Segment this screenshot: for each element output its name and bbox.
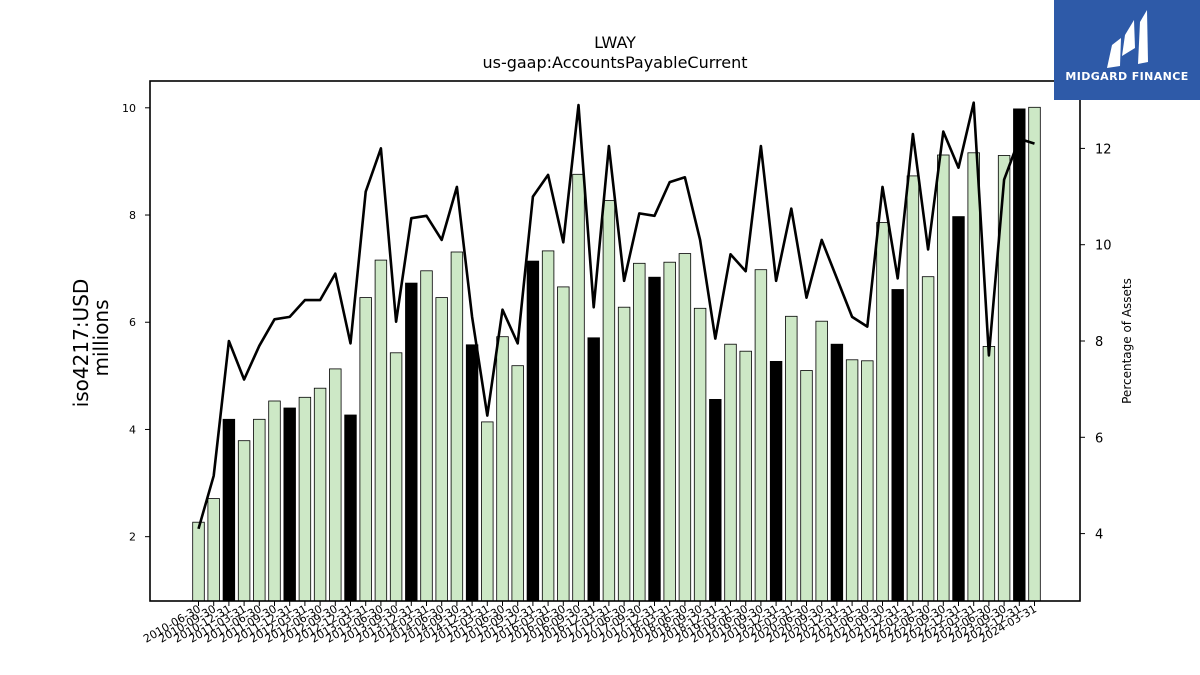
bar <box>1028 106 1041 602</box>
bar <box>952 216 965 602</box>
bar <box>633 262 646 602</box>
bar <box>405 282 418 602</box>
y-axis-left-label-line-2: millions <box>89 299 113 376</box>
bar <box>268 400 281 602</box>
bar <box>937 154 950 602</box>
y-left-tick-label: 6 <box>129 316 136 329</box>
bar <box>724 343 737 602</box>
bar <box>526 260 540 602</box>
bar <box>481 421 494 602</box>
y-right-tick-label: 12 <box>1095 142 1112 157</box>
chart-subtitle: us-gaap:AccountsPayableCurrent <box>482 53 747 72</box>
bar <box>541 250 555 602</box>
bar <box>237 440 251 602</box>
bar <box>359 297 372 602</box>
y-left-tick-label: 10 <box>122 102 136 115</box>
percentage-line <box>197 101 1035 530</box>
y-right-tick-label: 4 <box>1095 528 1103 543</box>
bar <box>876 222 889 602</box>
bar <box>435 297 448 602</box>
bar <box>982 345 996 602</box>
bars-layer <box>192 106 1041 602</box>
bar <box>572 173 585 602</box>
bar <box>815 320 828 602</box>
bar <box>906 175 920 602</box>
bar <box>511 365 524 602</box>
bar <box>207 498 220 602</box>
bar <box>283 407 296 602</box>
bar <box>754 269 768 602</box>
bar <box>587 337 600 602</box>
bar <box>693 307 707 602</box>
brand-name: MIDGARD FINANCE <box>1065 70 1189 83</box>
midgard-logo-icon <box>1107 10 1148 68</box>
bar <box>557 286 570 602</box>
bar <box>967 152 980 602</box>
brand-logo: MIDGARD FINANCE <box>1054 0 1200 100</box>
y-axis-left-label-line-1: iso4217:USD <box>69 279 93 408</box>
bar <box>663 261 676 602</box>
y-left-tick-label: 8 <box>129 209 136 222</box>
bar <box>420 270 433 602</box>
bar <box>921 276 935 602</box>
y-axis-right-label: Percentage of Assets <box>1120 278 1134 404</box>
bar <box>1013 108 1026 602</box>
bar <box>192 521 205 602</box>
bar <box>739 350 752 602</box>
bar <box>496 336 509 602</box>
bar <box>678 253 692 602</box>
bar <box>465 344 479 602</box>
bar <box>222 418 236 602</box>
bar <box>845 359 859 602</box>
bar <box>253 418 266 602</box>
y-left-tick-label: 4 <box>129 423 136 436</box>
bar <box>648 276 661 602</box>
bar <box>800 370 813 602</box>
y-right-tick-label: 8 <box>1095 335 1103 350</box>
bar <box>785 315 798 602</box>
bar <box>602 200 616 602</box>
y-right-tick-label: 10 <box>1095 239 1112 254</box>
y-right-tick-label: 6 <box>1095 431 1103 446</box>
bar <box>861 360 874 602</box>
bar <box>709 398 722 602</box>
bar <box>298 396 312 602</box>
bar <box>617 306 631 602</box>
bar <box>389 352 403 602</box>
bar <box>313 387 327 602</box>
line-layer <box>197 101 1035 530</box>
bar <box>830 343 844 602</box>
bar <box>769 360 783 602</box>
chart-title: LWAY <box>594 33 636 52</box>
y-left-tick-label: 2 <box>129 531 136 544</box>
bar <box>450 251 464 602</box>
bar <box>344 414 357 602</box>
bar <box>374 259 388 602</box>
bar <box>891 289 904 602</box>
bar <box>329 368 342 602</box>
